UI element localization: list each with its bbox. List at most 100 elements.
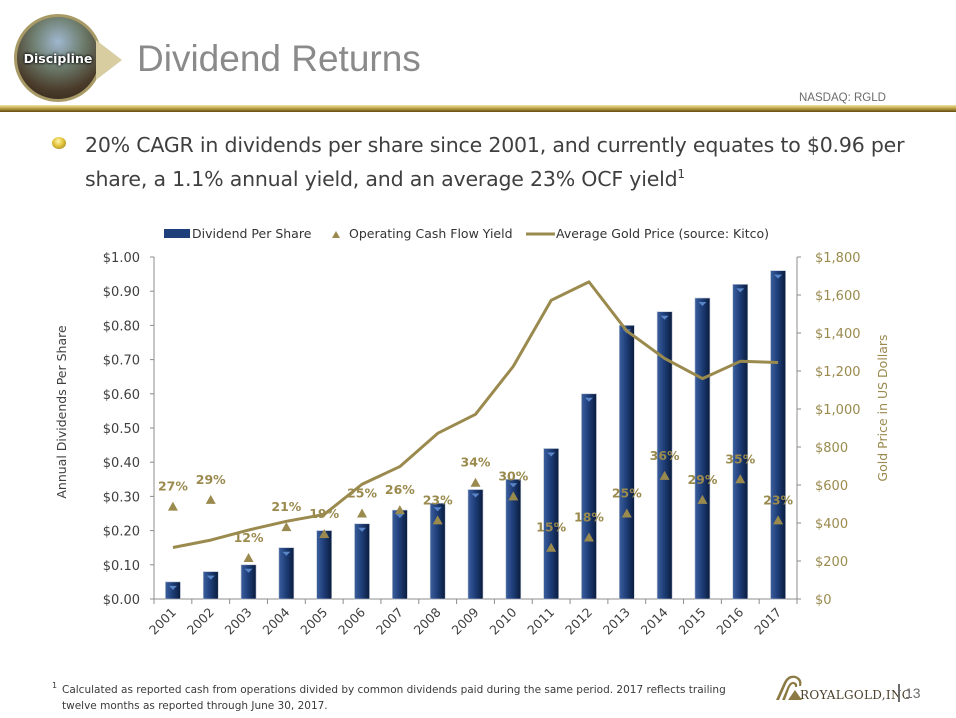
y2-tick-label: $0 <box>815 593 832 608</box>
y2-tick-label: $1,200 <box>815 365 861 380</box>
x-tick-label: 2015 <box>675 605 708 638</box>
y-tick-label: $0.10 <box>103 559 140 574</box>
ocf-yield-marker <box>243 552 254 562</box>
y2-axis-title: Gold Price in US Dollars <box>875 334 890 481</box>
ocf-yield-label: 19% <box>309 506 339 521</box>
x-tick-label: 2014 <box>638 604 671 637</box>
dividend-bar <box>581 393 597 600</box>
y-tick-label: $0.20 <box>103 525 140 540</box>
footnote: 1 Calculated as reported cash from opera… <box>52 681 762 714</box>
ocf-yield-marker <box>281 522 292 532</box>
ocf-yield-marker <box>621 508 632 518</box>
x-tick-label: 2005 <box>297 605 330 638</box>
ocf-yield-marker <box>659 470 670 480</box>
x-tick-label: 2013 <box>600 605 633 638</box>
y2-tick-label: $400 <box>815 517 848 532</box>
y-tick-label: $0.00 <box>103 593 140 608</box>
footnote-ref: 1 <box>677 167 685 181</box>
y-tick-label: $0.30 <box>103 490 140 505</box>
ocf-yield-marker <box>319 529 330 539</box>
x-tick-label: 2010 <box>486 604 519 637</box>
y-tick-label: $0.70 <box>103 354 140 369</box>
y2-tick-label: $1,000 <box>815 403 861 418</box>
ocf-yield-label: 23% <box>763 492 793 507</box>
ocf-yield-label: 15% <box>536 520 566 535</box>
x-tick-label: 2007 <box>373 605 406 638</box>
y2-tick-label: $800 <box>815 441 848 456</box>
dividend-bar <box>770 270 786 600</box>
y2-tick-label: $200 <box>815 555 848 570</box>
dividend-bar <box>467 489 484 600</box>
x-tick-label: 2002 <box>184 605 217 638</box>
y2-tick-label: $1,400 <box>815 327 861 342</box>
bar-highlight <box>395 514 404 519</box>
dividend-bar <box>165 581 181 600</box>
y-tick-label: $0.80 <box>103 319 140 334</box>
ocf-yield-label: 30% <box>498 468 528 483</box>
dividend-bar <box>618 325 635 600</box>
page-title: Dividend Returns <box>137 38 421 79</box>
bar-highlight <box>433 507 442 512</box>
dividend-bar <box>316 530 333 600</box>
ocf-yield-label: 29% <box>687 472 717 487</box>
y-tick-label: $0.90 <box>103 285 140 300</box>
dividend-bar <box>429 502 446 600</box>
ocf-yield-label: 26% <box>385 482 415 497</box>
ocf-yield-label: 35% <box>725 451 755 466</box>
ocf-yield-marker <box>546 542 557 552</box>
y-tick-label: $1.00 <box>103 251 140 266</box>
ocf-yield-label: 12% <box>234 530 264 545</box>
section-badge-image: Discipline <box>14 14 102 102</box>
y2-tick-label: $600 <box>815 479 848 494</box>
y-tick-label: $0.50 <box>103 422 140 437</box>
x-tick-label: 2006 <box>335 604 368 637</box>
x-tick-label: 2008 <box>411 604 444 637</box>
dividend-bar <box>732 284 749 600</box>
ocf-yield-label: 29% <box>196 472 226 487</box>
royal-gold-logo-icon <box>776 675 802 700</box>
x-tick-label: 2004 <box>259 604 292 637</box>
bar-highlight <box>168 585 177 590</box>
ocf-yield-marker <box>205 494 216 504</box>
legend-label-dividend: Dividend Per Share <box>192 226 312 241</box>
dividend-bar <box>278 547 295 600</box>
ocf-yield-label: 21% <box>271 499 301 514</box>
ocf-yield-label: 18% <box>574 509 604 524</box>
dividend-bar <box>354 523 370 600</box>
bar-highlight <box>358 527 367 532</box>
gold-price-line <box>172 280 779 549</box>
ticker-label: NASDAQ: RGLD <box>799 92 886 104</box>
bar-highlight <box>471 493 480 498</box>
legend-swatch-dividend <box>164 229 190 238</box>
section-badge-label: Discipline <box>23 51 93 66</box>
ocf-yield-label: 25% <box>347 486 377 501</box>
ocf-yield-marker <box>697 494 708 504</box>
legend-label-ocf-yield: Operating Cash Flow Yield <box>349 226 513 241</box>
bar-highlight <box>584 397 593 402</box>
headline: 20% CAGR in dividends per share since 20… <box>85 131 935 194</box>
dividend-bar <box>656 311 673 600</box>
y2-tick-label: $1,600 <box>815 289 861 304</box>
header-divider <box>0 105 956 112</box>
bar-highlight <box>509 483 518 488</box>
ocf-yield-marker <box>773 515 784 525</box>
ocf-yield-marker <box>167 501 178 511</box>
ocf-yield-marker <box>470 477 481 487</box>
ocf-yield-marker <box>735 474 746 484</box>
ocf-yield-label: 34% <box>461 455 491 470</box>
ocf-yield-label: 27% <box>158 479 188 494</box>
y-tick-label: $0.40 <box>103 456 140 471</box>
bar-highlight <box>206 575 215 580</box>
page-number: 13 <box>905 685 921 701</box>
legend-label-gold-price: Average Gold Price (source: Kitco) <box>556 226 769 241</box>
bar-highlight <box>547 452 556 457</box>
ocf-yield-label: 23% <box>423 492 453 507</box>
y2-tick-label: $1,800 <box>815 251 861 266</box>
x-tick-label: 2001 <box>146 605 179 638</box>
page-number-divider <box>898 684 900 702</box>
y-axis-title: Annual Dividends Per Share <box>54 325 69 499</box>
ocf-yield-marker <box>508 491 519 501</box>
headline-text: 20% CAGR in dividends per share since 20… <box>85 133 905 191</box>
gold-bullet-icon <box>52 137 66 149</box>
x-tick-label: 2017 <box>751 605 784 638</box>
